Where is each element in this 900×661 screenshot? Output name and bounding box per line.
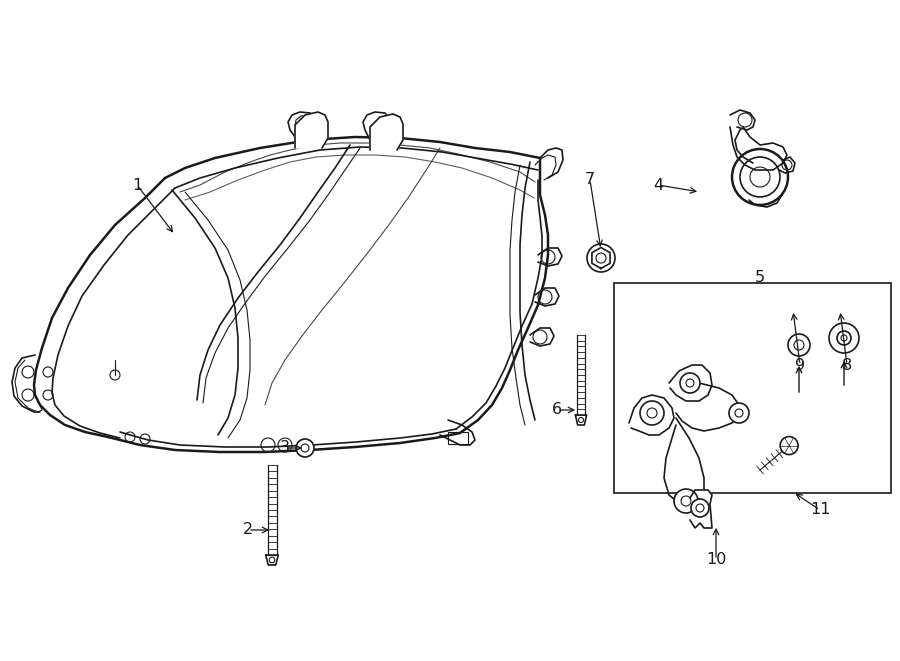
Polygon shape — [690, 490, 712, 528]
Polygon shape — [370, 114, 403, 150]
Polygon shape — [664, 418, 704, 505]
Text: 6: 6 — [552, 403, 562, 418]
Circle shape — [674, 489, 698, 513]
Text: 7: 7 — [585, 173, 595, 188]
Text: 2: 2 — [243, 522, 253, 537]
Text: 1: 1 — [132, 178, 142, 192]
Text: 4: 4 — [652, 178, 663, 192]
Circle shape — [829, 323, 859, 353]
Circle shape — [587, 244, 615, 272]
Bar — [448, 432, 468, 444]
Text: 5: 5 — [755, 270, 765, 286]
Circle shape — [296, 439, 314, 457]
Polygon shape — [676, 383, 739, 431]
Polygon shape — [669, 365, 712, 401]
Polygon shape — [629, 395, 674, 435]
Circle shape — [691, 499, 709, 517]
Circle shape — [788, 334, 810, 356]
Circle shape — [680, 373, 700, 393]
Circle shape — [780, 436, 798, 455]
Polygon shape — [730, 127, 787, 170]
Text: 10: 10 — [706, 553, 726, 568]
Text: 11: 11 — [810, 502, 830, 518]
Circle shape — [640, 401, 664, 425]
Polygon shape — [295, 112, 328, 148]
Bar — [614, 283, 891, 493]
Circle shape — [732, 149, 788, 205]
Circle shape — [596, 253, 606, 263]
Text: 9: 9 — [795, 358, 806, 373]
Text: 3: 3 — [280, 440, 290, 455]
Polygon shape — [730, 110, 755, 130]
Text: 8: 8 — [842, 358, 852, 373]
Circle shape — [729, 403, 749, 423]
